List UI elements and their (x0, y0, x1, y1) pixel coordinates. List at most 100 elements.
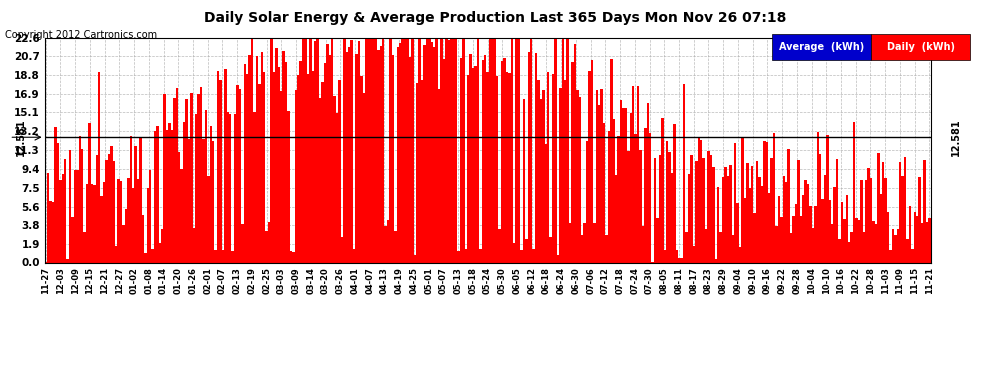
Bar (436, 39, 438, 262)
Bar (457, 251, 459, 262)
Bar (352, 249, 355, 262)
Bar (506, 72, 508, 262)
Bar (644, 128, 646, 262)
Bar (841, 202, 843, 262)
Bar (822, 198, 824, 262)
Bar (909, 206, 911, 262)
Bar (635, 134, 637, 262)
Bar (834, 188, 836, 262)
Text: Average  (kWh): Average (kWh) (779, 42, 864, 52)
Bar (372, 39, 374, 262)
Bar (389, 39, 392, 262)
Bar (807, 184, 809, 262)
Bar (244, 64, 247, 262)
Bar (588, 70, 591, 262)
Bar (610, 59, 613, 262)
Bar (489, 39, 491, 262)
Bar (207, 176, 210, 262)
Bar (839, 238, 841, 262)
Bar (69, 150, 71, 262)
Bar (819, 154, 822, 262)
Bar (220, 80, 222, 262)
Bar (329, 55, 331, 262)
Bar (462, 39, 464, 262)
Bar (748, 188, 751, 262)
Bar (742, 138, 743, 262)
Bar (299, 62, 302, 262)
Bar (554, 39, 556, 262)
Bar (326, 44, 329, 262)
Bar (710, 155, 712, 262)
Bar (870, 178, 872, 262)
Bar (346, 52, 348, 262)
Bar (175, 88, 178, 262)
Bar (113, 160, 115, 262)
Bar (511, 39, 513, 262)
Text: Daily  (kWh): Daily (kWh) (887, 42, 954, 52)
Bar (817, 132, 819, 262)
Bar (377, 50, 379, 262)
Bar (914, 212, 916, 262)
Bar (215, 250, 217, 262)
Bar (831, 224, 834, 262)
Bar (564, 80, 566, 262)
Bar (304, 39, 307, 262)
Bar (212, 141, 215, 262)
Bar (790, 232, 792, 262)
Bar (583, 223, 586, 262)
Bar (384, 226, 387, 262)
Bar (623, 108, 625, 262)
Bar (717, 186, 720, 262)
Bar (919, 177, 921, 262)
Bar (778, 196, 780, 262)
Bar (409, 57, 411, 262)
Bar (449, 39, 452, 262)
Bar (406, 39, 409, 262)
Bar (336, 113, 339, 262)
Bar (906, 239, 909, 262)
Bar (666, 141, 668, 262)
Bar (924, 160, 926, 262)
Bar (210, 126, 212, 262)
Bar (676, 251, 678, 262)
Bar (411, 39, 414, 262)
Bar (255, 56, 258, 262)
Bar (547, 72, 549, 262)
Bar (549, 237, 551, 262)
Bar (513, 243, 516, 262)
Bar (605, 235, 608, 262)
Bar (850, 232, 853, 262)
Bar (324, 63, 326, 262)
Bar (571, 62, 574, 262)
Text: Daily Solar Energy & Average Production Last 365 Days Mon Nov 26 07:18: Daily Solar Energy & Average Production … (204, 11, 786, 25)
Bar (773, 133, 775, 262)
Bar (523, 99, 526, 262)
Bar (379, 46, 382, 262)
Bar (433, 47, 436, 262)
Bar (880, 194, 882, 262)
Bar (122, 225, 125, 262)
Bar (51, 201, 54, 262)
Bar (357, 42, 360, 262)
Bar (722, 177, 725, 262)
Bar (853, 122, 855, 262)
Bar (309, 39, 312, 262)
Bar (911, 249, 914, 262)
Bar (627, 151, 630, 262)
Bar (535, 53, 538, 262)
Bar (404, 39, 406, 262)
Bar (234, 114, 237, 262)
Bar (855, 218, 857, 262)
Bar (193, 228, 195, 262)
Bar (929, 218, 931, 262)
Bar (760, 186, 763, 262)
Bar (680, 258, 683, 262)
Bar (239, 89, 242, 262)
Bar (153, 130, 156, 262)
Bar (161, 228, 163, 262)
Bar (751, 166, 753, 262)
Bar (494, 39, 496, 262)
Bar (678, 258, 680, 262)
Bar (887, 212, 889, 262)
Bar (360, 76, 362, 262)
